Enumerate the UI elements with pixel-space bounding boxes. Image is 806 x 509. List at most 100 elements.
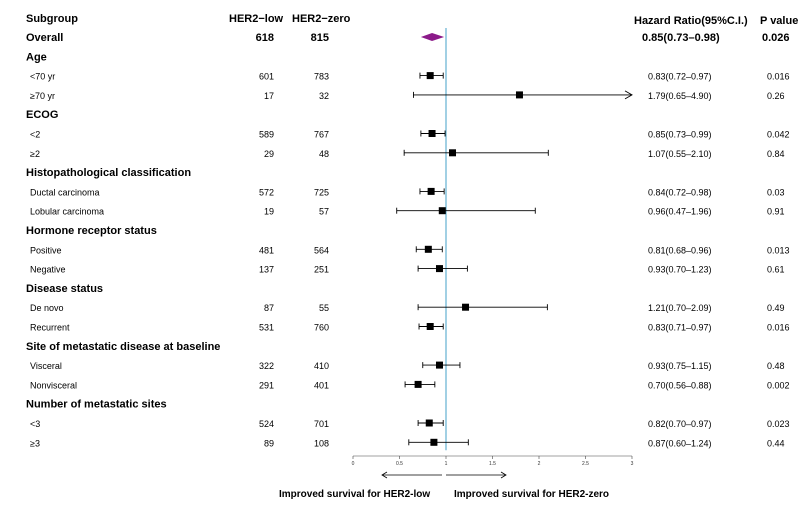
row-17-hr-text: 0.93(0.75–1.15) [648, 361, 712, 371]
row-20-n-low: 524 [259, 419, 274, 429]
row-11-label: Positive [30, 245, 62, 255]
row-12-point [435, 265, 443, 273]
x-tick-label-1: 0.5 [396, 461, 403, 467]
header-subgroup: Subgroup [26, 13, 78, 25]
row-18-point [414, 380, 422, 388]
row-11-n-low: 481 [259, 245, 274, 255]
row-8-n-zero: 725 [314, 187, 329, 197]
x-tick-label-0: 0 [352, 461, 355, 467]
row-6-n-low: 29 [264, 149, 274, 159]
row-12-n-zero: 251 [314, 265, 329, 275]
row-13-group-label: Disease status [26, 283, 103, 295]
left-arrow-head [381, 471, 388, 479]
row-8-p-value: 0.03 [767, 187, 785, 197]
row-9-hr-text: 0.96(0.47–1.96) [648, 207, 712, 217]
row-12-p-value: 0.61 [767, 265, 785, 275]
rows-layer: Overall 618 815 0.85(0.73–0.98) 0.026 Age <70 … [26, 28, 790, 451]
row-9-n-zero: 57 [319, 207, 329, 217]
row-15-n-low: 531 [259, 323, 274, 333]
row-5-label: <2 [30, 130, 40, 140]
row-0-label: Overall [26, 32, 63, 44]
footer-right-label: Improved survival for HER2-zero [454, 489, 609, 500]
row-0-hr-text: 0.85(0.73–0.98) [642, 32, 720, 44]
row-6-point [449, 149, 457, 157]
row-17-label: Visceral [30, 361, 62, 371]
header-her2-zero: HER2−zero [292, 13, 351, 25]
row-2-hr-text: 0.83(0.72–0.97) [648, 72, 712, 82]
row-0-diamond [420, 33, 445, 41]
row-15-label: Recurrent [30, 323, 70, 333]
row-14-n-zero: 55 [319, 303, 329, 313]
row-21-n-zero: 108 [314, 438, 329, 448]
row-15-n-zero: 760 [314, 323, 329, 333]
row-20-p-value: 0.023 [767, 419, 790, 429]
row-11-hr-text: 0.81(0.68–0.96) [648, 245, 712, 255]
row-15-p-value: 0.016 [767, 323, 790, 333]
x-tick-label-5: 2.5 [582, 461, 589, 467]
row-20-point [425, 419, 433, 427]
row-0-n-low: 618 [256, 32, 274, 44]
x-tick-label-3: 1.5 [489, 461, 496, 467]
row-8-label: Ductal carcinoma [30, 187, 100, 197]
row-3-n-zero: 32 [319, 91, 329, 101]
row-21-p-value: 0.44 [767, 438, 785, 448]
row-0-p-value: 0.026 [762, 32, 790, 44]
row-5-point [428, 130, 436, 137]
row-20-label: <3 [30, 419, 40, 429]
row-17-n-zero: 410 [314, 361, 329, 371]
footer-direction: Improved survival for HER2-low Improved … [279, 471, 609, 500]
row-6-hr-text: 1.07(0.55–2.10) [648, 149, 712, 159]
row-20-hr-text: 0.82(0.70–0.97) [648, 419, 712, 429]
row-12-hr-text: 0.93(0.70–1.23) [648, 265, 712, 275]
row-5-n-zero: 767 [314, 130, 329, 140]
row-14-label: De novo [30, 303, 64, 313]
row-3-n-low: 17 [264, 91, 274, 101]
row-20-n-zero: 701 [314, 419, 329, 429]
row-3-p-value: 0.26 [767, 91, 785, 101]
row-9-n-low: 19 [264, 207, 274, 217]
row-9-label: Lobular carcinoma [30, 207, 104, 217]
row-18-hr-text: 0.70(0.56–0.88) [648, 380, 712, 390]
row-2-n-zero: 783 [314, 72, 329, 82]
header-her2-low: HER2−low [229, 13, 284, 25]
row-9-point [438, 207, 446, 215]
row-12-n-low: 137 [259, 265, 274, 275]
row-21-hr-text: 0.87(0.60–1.24) [648, 438, 712, 448]
row-4-group-label: ECOG [26, 109, 58, 121]
row-3-hr-text: 1.79(0.65–4.90) [648, 91, 712, 101]
row-6-n-zero: 48 [319, 149, 329, 159]
row-18-n-zero: 401 [314, 380, 329, 390]
row-2-p-value: 0.016 [767, 72, 790, 82]
row-14-hr-text: 1.21(0.70–2.09) [648, 303, 712, 313]
row-6-label: ≥2 [30, 149, 40, 159]
x-tick-label-6: 3 [631, 461, 634, 467]
row-7-group-label: Histopathological classification [26, 167, 191, 179]
row-19-group-label: Number of metastatic sites [26, 399, 167, 411]
row-17-p-value: 0.48 [767, 361, 785, 371]
row-18-n-low: 291 [259, 380, 274, 390]
row-2-label: <70 yr [30, 72, 55, 82]
row-3-label: ≥70 yr [30, 91, 55, 101]
row-21-point [430, 438, 438, 446]
row-17-point [435, 361, 443, 369]
row-5-p-value: 0.042 [767, 130, 790, 140]
footer-left-label: Improved survival for HER2-low [279, 489, 430, 500]
x-tick-label-2: 1 [445, 461, 448, 467]
x-tick-label-4: 2 [538, 461, 541, 467]
row-3-ci-arrow [624, 90, 633, 100]
header-p-value: P value [760, 15, 798, 27]
row-14-n-low: 87 [264, 303, 274, 313]
row-2-point [426, 72, 434, 80]
header-row: Subgroup HER2−low HER2−zero Hazard Ratio… [26, 13, 798, 27]
row-0-n-zero: 815 [311, 32, 329, 44]
row-11-p-value: 0.013 [767, 245, 790, 255]
row-21-label: ≥3 [30, 438, 40, 448]
row-21-n-low: 89 [264, 438, 274, 448]
row-1-group-label: Age [26, 51, 47, 63]
row-8-point [427, 187, 435, 195]
row-9-p-value: 0.91 [767, 207, 785, 217]
row-6-p-value: 0.84 [767, 149, 785, 159]
row-8-hr-text: 0.84(0.72–0.98) [648, 187, 712, 197]
row-14-p-value: 0.49 [767, 303, 785, 313]
